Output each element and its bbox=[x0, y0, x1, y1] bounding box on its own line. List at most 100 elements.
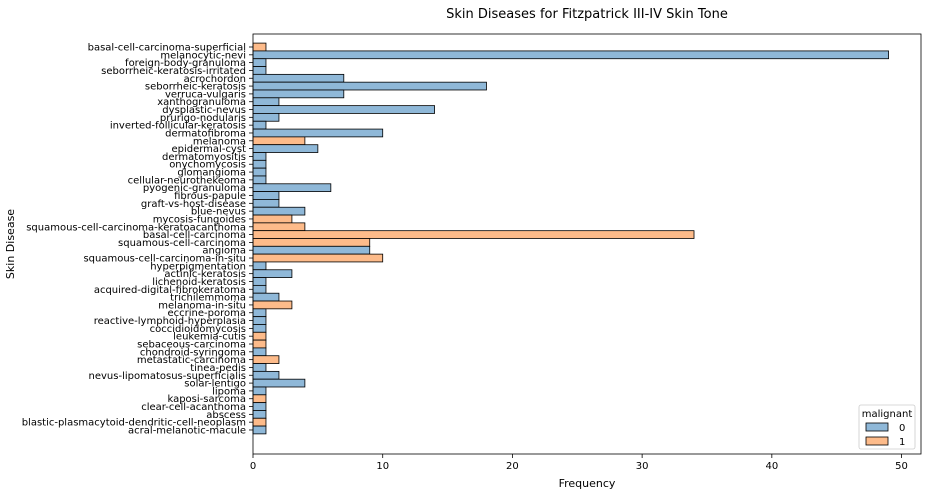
category-label: basal-cell-carcinoma bbox=[143, 230, 246, 241]
bar-glomangioma bbox=[252, 167, 267, 177]
bar-melanocytic-nevi bbox=[252, 50, 889, 60]
x-ticks-group: 0 10 20 30 40 50 bbox=[250, 454, 908, 472]
bar-lipoma bbox=[252, 386, 267, 396]
legend-label-1: 1 bbox=[899, 437, 905, 448]
bar-squamous-cell-carcinoma-keratoacanthoma bbox=[252, 222, 306, 232]
bar-onychomycosis bbox=[252, 159, 267, 169]
category-label: basal-cell-carcinoma-superficial bbox=[88, 43, 246, 54]
category-label: foreign-body-granuloma bbox=[125, 58, 246, 69]
bar-trichilemmoma bbox=[252, 292, 280, 302]
bar-dysplastic-nevus bbox=[252, 105, 435, 114]
x-tick-label: 0 bbox=[250, 461, 256, 472]
bar-inverted-follicular-keratosis bbox=[252, 120, 267, 130]
bar-eccrine-poroma bbox=[252, 308, 267, 318]
bar-seborrheic-keratosis bbox=[252, 81, 487, 91]
category-label: blue-nevus bbox=[191, 207, 246, 218]
bar-blue-nevus bbox=[252, 206, 306, 216]
legend: malignant 0 1 bbox=[858, 404, 916, 450]
bar-acral-melanotic-macule bbox=[252, 425, 267, 435]
bar-acrochordon bbox=[252, 73, 345, 83]
category-label: seborrheic-keratosis-irritated bbox=[101, 66, 246, 77]
x-tick-label: 40 bbox=[765, 461, 778, 472]
bar-reactive-lymphoid-hyperplasia bbox=[252, 316, 267, 325]
category-label: dysplastic-nevus bbox=[162, 105, 246, 116]
bar-coccidioidomycosis bbox=[252, 324, 267, 333]
bar-sebaceous-carcinoma bbox=[252, 339, 267, 349]
bar-leukemia-cutis bbox=[252, 331, 267, 341]
bar-dermatomyositis bbox=[252, 152, 267, 161]
category-label: dermatofibroma bbox=[165, 128, 246, 139]
category-label: epidermal-cyst bbox=[171, 144, 246, 155]
bar-abscess bbox=[252, 410, 267, 419]
bar-cellular-neurothekeoma bbox=[252, 175, 267, 185]
category-label: acquired-digital-fibrokeratoma bbox=[94, 285, 246, 296]
category-label: tinea-pedis bbox=[190, 363, 246, 374]
category-label: verruca-vulgaris bbox=[165, 89, 246, 100]
category-label: graft-vs-host-disease bbox=[141, 199, 246, 210]
category-label: solar-lentigo bbox=[184, 379, 246, 390]
category-label: glomangioma bbox=[177, 168, 246, 179]
category-label: lichenoid-keratosis bbox=[152, 277, 246, 288]
bar-lichenoid-keratosis bbox=[252, 277, 267, 286]
category-label: sebaceous-carcinoma bbox=[137, 340, 246, 351]
category-label: acrochordon bbox=[184, 74, 246, 85]
category-label: squamous-cell-carcinoma-in-situ bbox=[83, 254, 246, 265]
category-labels-group: basal-cell-carcinoma-superficialmelanocy… bbox=[22, 43, 253, 436]
bar-acquired-digital-fibrokeratoma bbox=[252, 284, 267, 294]
bar-kaposi-sarcoma bbox=[252, 394, 267, 404]
bar-basal-cell-carcinoma-superficial bbox=[252, 42, 267, 52]
category-label: reactive-lymphoid-hyperplasia bbox=[94, 316, 246, 327]
category-label: nevus-lipomatosus-superficialis bbox=[89, 371, 247, 382]
x-axis-label: Frequency bbox=[559, 477, 616, 490]
category-label: squamous-cell-carcinoma bbox=[118, 238, 246, 249]
category-label: chondroid-syringoma bbox=[140, 347, 246, 358]
category-label: melanocytic-nevi bbox=[160, 50, 246, 61]
bar-blastic-plasmacytoid-dendritic-cell-neoplasm bbox=[252, 417, 267, 427]
x-tick-label: 10 bbox=[376, 461, 389, 472]
plot-frame bbox=[252, 33, 922, 455]
bar-foreign-body-granuloma bbox=[252, 58, 267, 67]
bar-solar-lentigo bbox=[252, 378, 306, 388]
bar-chondroid-syringoma bbox=[252, 347, 267, 357]
category-label: fibrous-papule bbox=[174, 191, 246, 202]
legend-title: malignant bbox=[862, 409, 913, 420]
bar-melanoma bbox=[252, 136, 306, 146]
category-label: xanthogranuloma bbox=[157, 97, 246, 108]
category-label: onychomycosis bbox=[169, 160, 246, 171]
bar-metastatic-carcinoma bbox=[252, 355, 280, 364]
bar-angioma bbox=[252, 245, 371, 255]
bar-nevus-lipomatosus-superficialis bbox=[252, 370, 280, 380]
category-label: angioma bbox=[202, 246, 246, 257]
category-label: hyperpigmentation bbox=[150, 261, 246, 272]
bar-prurigo-nodularis bbox=[252, 113, 280, 122]
legend-swatch-1 bbox=[865, 436, 889, 446]
category-label: abscess bbox=[206, 410, 246, 421]
category-label: dermatomyositis bbox=[162, 152, 246, 163]
category-label: leukemia-cutis bbox=[173, 332, 246, 343]
category-label: acral-melanotic-macule bbox=[128, 425, 246, 436]
bar-actinic-keratosis bbox=[252, 269, 293, 278]
category-label: cellular-neurothekeoma bbox=[128, 175, 246, 186]
category-label: eccrine-poroma bbox=[168, 308, 246, 319]
category-label: pyogenic-granuloma bbox=[143, 183, 246, 194]
category-label: lipoma bbox=[212, 386, 246, 397]
bar-graft-vs-host-disease bbox=[252, 199, 280, 208]
y-axis-label: Skin Disease bbox=[4, 209, 17, 279]
bars-group bbox=[252, 42, 889, 435]
category-label: mycosis-fungoides bbox=[153, 214, 246, 225]
bar-melanoma-in-situ bbox=[252, 300, 293, 310]
bar-mycosis-fungoides bbox=[252, 214, 293, 224]
legend-swatch-0 bbox=[865, 422, 889, 432]
category-label: inverted-follicular-keratosis bbox=[110, 121, 246, 132]
bar-basal-cell-carcinoma bbox=[252, 230, 695, 239]
category-label: blastic-plasmacytoid-dendritic-cell-neop… bbox=[22, 418, 246, 429]
category-label: coccidioidomycosis bbox=[150, 324, 246, 335]
bar-fibrous-papule bbox=[252, 191, 280, 200]
category-label: clear-cell-acanthoma bbox=[141, 402, 246, 413]
bar-dermatofibroma bbox=[252, 128, 384, 138]
bar-verruca-vulgaris bbox=[252, 89, 345, 99]
bar-xanthogranuloma bbox=[252, 97, 280, 107]
bar-clear-cell-acanthoma bbox=[252, 402, 267, 411]
x-tick-label: 50 bbox=[895, 461, 908, 472]
bar-squamous-cell-carcinoma bbox=[252, 238, 371, 247]
